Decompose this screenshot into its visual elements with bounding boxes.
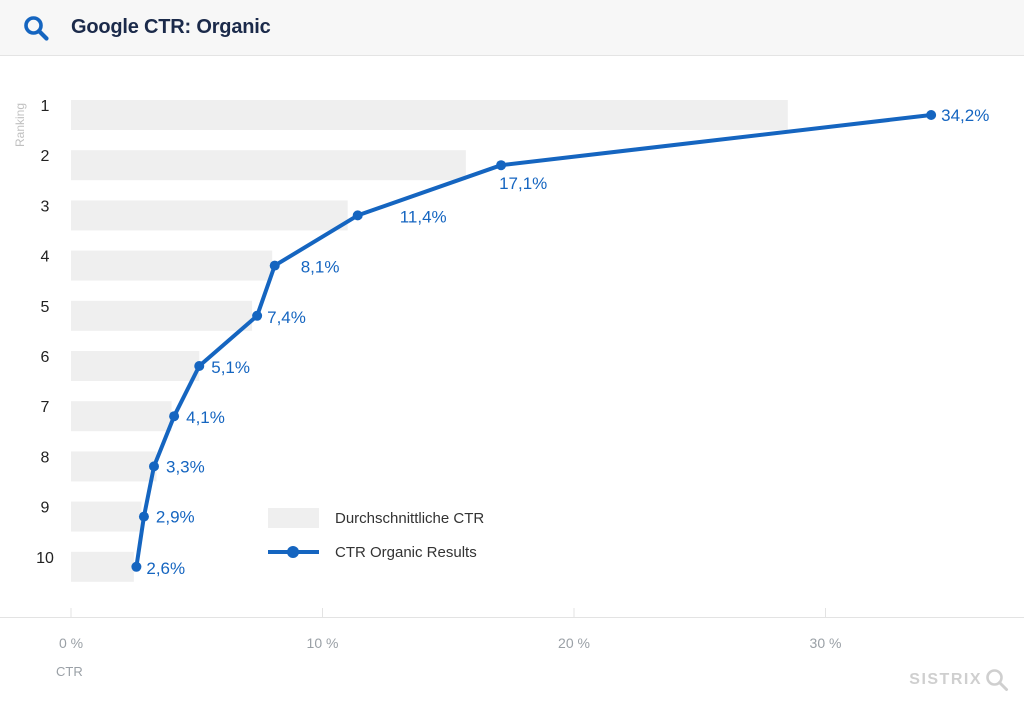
data-label: 3,3% [166,457,205,476]
legend-line-marker [287,546,299,558]
data-label: 17,1% [499,174,547,193]
y-tick-label: 9 [41,500,50,517]
y-tick-label: 6 [41,349,50,366]
line-point [352,210,363,221]
bar-rank-3 [71,200,348,231]
line-point [148,461,159,472]
y-tick-label: 7 [41,399,50,416]
data-label: 8,1% [301,258,340,277]
chart-title: Google CTR: Organic [71,16,271,38]
y-tick-label: 8 [41,449,50,466]
line-point [269,260,280,271]
ctr-organic-line [134,113,934,569]
search-icon [24,16,49,41]
y-tick-label: 10 [36,550,54,567]
line-point [252,310,263,321]
data-label: 7,4% [267,308,306,327]
x-tick-label: 0 % [59,635,83,651]
bar-rank-6 [71,351,200,381]
line-point [169,411,180,422]
data-label: 34,2% [941,106,989,125]
x-tick-label: 20 % [558,635,590,651]
sistrix-logo: SISTRIX [909,667,1010,693]
legend-bar-label: Durchschnittliche CTR [335,510,484,527]
y-tick-label: 3 [41,198,50,215]
line-point [926,110,937,120]
data-label: 4,1% [186,408,225,427]
data-label: 2,6% [146,559,185,578]
line-point [138,511,149,522]
bar-rank-9 [71,501,142,532]
brand-name: SISTRIX [909,671,982,688]
legend-bar-swatch [268,508,319,528]
data-label: 2,9% [156,508,195,527]
x-tick-label: 30 % [810,635,842,651]
bar-rank-4 [71,250,273,281]
y-tick-label: 1 [41,98,50,115]
bar-rank-1 [71,100,788,130]
x-tick-label: 10 % [307,635,339,651]
x-axis-title: CTR [56,664,83,679]
line-point [496,160,507,171]
y-axis-title: Ranking [13,103,27,147]
data-label: 11,4% [400,207,447,226]
legend-line-label: CTR Organic Results [335,544,477,561]
bar-rank-7 [71,401,172,432]
line-point [194,361,205,371]
bar-rank-5 [71,300,253,331]
bar-rank-8 [71,451,157,482]
bar-rank-2 [71,150,466,181]
y-tick-label: 5 [41,299,50,316]
y-tick-label: 4 [41,249,50,266]
data-label: 5,1% [211,358,250,377]
y-tick-label: 2 [41,148,50,165]
chart-header: Google CTR: Organic [0,0,1024,56]
line-point [131,561,142,572]
magnifier-icon [986,669,1008,691]
bar-rank-10 [71,551,134,582]
